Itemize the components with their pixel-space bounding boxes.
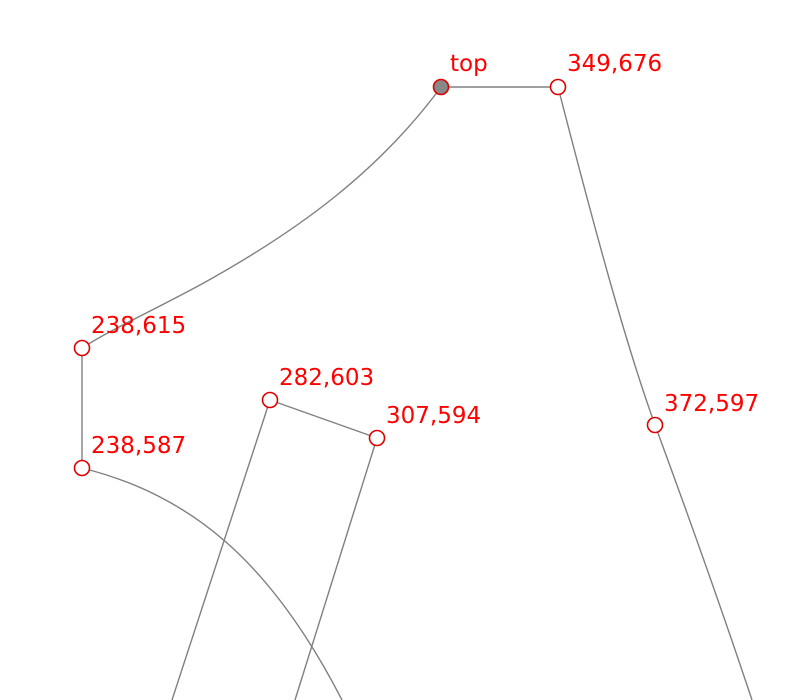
point-label-238-615: 238,615: [91, 313, 186, 339]
point-label-372-597: 372,597: [664, 391, 759, 417]
segment-238-587-down: [81, 467, 343, 700]
point-label-349-676: 349,676: [567, 51, 662, 77]
point-label-top: top: [450, 51, 488, 77]
point-238-615-handle[interactable]: [73, 339, 91, 357]
point-307-594-handle[interactable]: [368, 429, 386, 447]
segment-372-597-down: [654, 424, 753, 700]
path-lines: [81, 86, 753, 700]
segment-top-to-238-615: [81, 86, 442, 349]
point-label-282-603: 282,603: [279, 365, 374, 391]
point-238-587-handle[interactable]: [73, 459, 91, 477]
point-372-597-handle[interactable]: [646, 416, 664, 434]
point-349-676-handle[interactable]: [549, 78, 567, 96]
point-label-238-587: 238,587: [91, 433, 186, 459]
points: [73, 78, 664, 477]
segment-282-603-down: [171, 399, 271, 700]
point-labels: top 349,676 238,615 238,587 282,603 307,…: [91, 51, 759, 459]
segment-307-594-down: [294, 437, 378, 700]
point-label-307-594: 307,594: [386, 403, 481, 429]
segment-349-676-to-372-597: [557, 86, 656, 426]
point-282-603-handle[interactable]: [261, 391, 279, 409]
point-top-handle[interactable]: [432, 78, 450, 96]
segment-282-603-to-307-594: [269, 399, 378, 439]
